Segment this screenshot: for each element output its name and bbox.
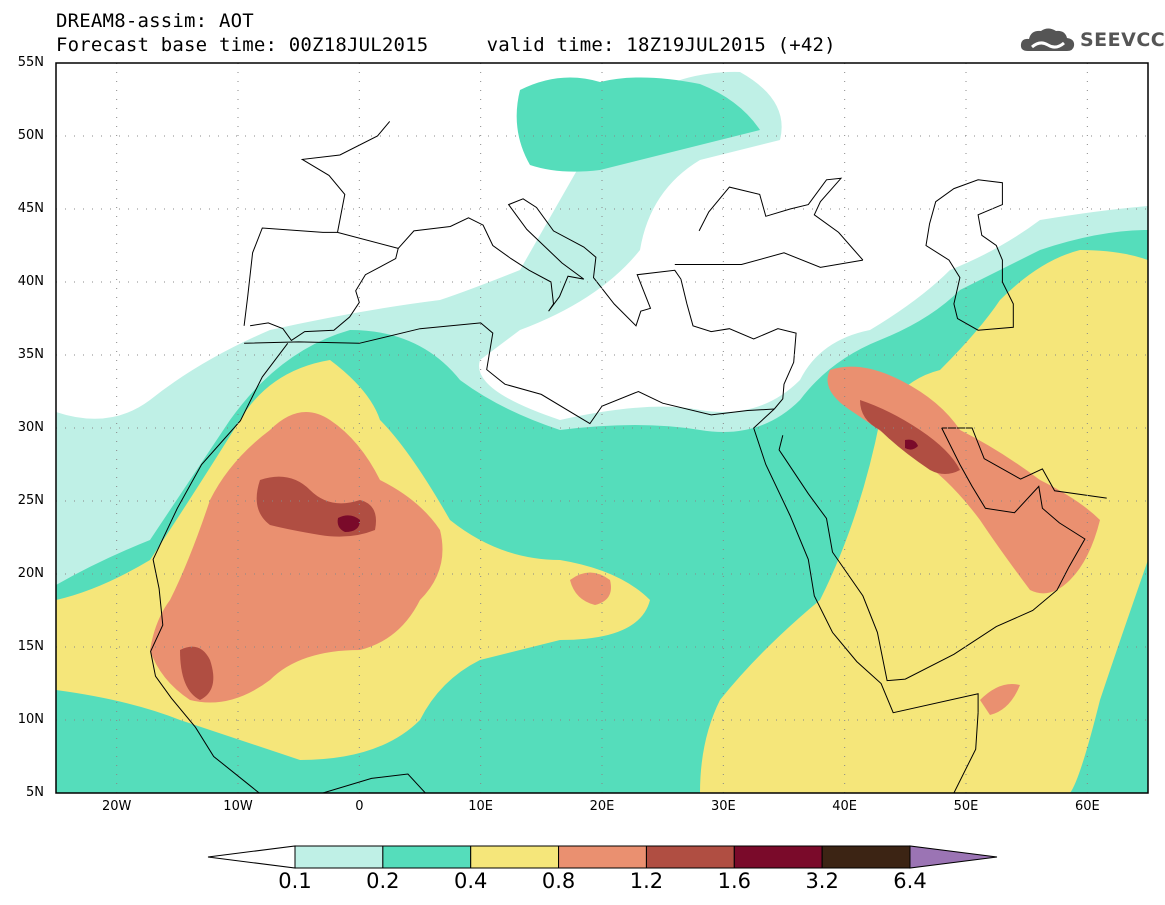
coastline [753,408,979,714]
colorbar-under-triangle [207,845,296,869]
coastline [925,179,1014,331]
seevccc-logo: SEEVCCC [1018,22,1165,58]
longitude-label: 30E [710,799,736,814]
colorbar-swatch [382,845,472,869]
longitude-label: 60E [1074,799,1100,814]
longitude-label: 20W [101,799,132,814]
longitude-label: 0 [355,799,364,814]
latitude-label: 20N [17,566,44,581]
latitude-label: 30N [17,420,44,435]
map-frame [55,62,1149,794]
latitude-label: 5N [26,785,44,800]
colorbar-level-label: 3.2 [805,869,839,893]
longitude-label: 20E [589,799,615,814]
map-title: DREAM8-assim: AOT [56,10,254,32]
colorbar-swatch [645,845,735,869]
longitude-label: 40E [832,799,858,814]
country-borders [150,121,1107,793]
coastline [941,427,1107,499]
coastline [778,427,1086,682]
latitude-label: 15N [17,639,44,654]
latitude-label: 45N [17,201,44,216]
colorbar-level-label: 0.2 [366,869,400,893]
logo-text: SEEVCCC [1080,29,1165,51]
latitude-label: 40N [17,274,44,289]
colorbar-level-label: 0.4 [454,869,488,893]
colorbar-swatch [294,845,384,869]
coastline [244,322,775,425]
coastline [243,227,399,342]
coastline [953,712,979,793]
colorbar-swatch [733,845,823,869]
coastline [397,198,682,327]
colorbar-swatch [821,845,911,869]
latitude-label: 25N [17,493,44,508]
coastline [300,121,391,233]
colorbar-level-label: 1.6 [717,869,751,893]
colorbar-level-label: 0.1 [278,869,312,893]
coastline [674,252,863,268]
longitude-label: 50E [953,799,979,814]
latitude-label: 10N [17,712,44,727]
longitude-label: 10W [223,799,253,814]
latitude-label: 50N [17,128,44,143]
coastline [680,278,797,410]
forecast-times: Forecast base time: 00Z18JUL2015 valid t… [56,34,836,56]
colorbar-level-label: 6.4 [893,869,927,893]
colorbar [207,845,998,869]
cloud-icon [1020,28,1075,51]
aot-band-1.6 [337,439,918,532]
latitude-label: 55N [17,55,44,70]
colorbar-over-triangle [909,845,998,869]
latitude-label: 35N [17,347,44,362]
graticule [56,63,1148,793]
colorbar-swatch [470,845,560,869]
coastline [698,177,864,261]
longitude-label: 10E [468,799,494,814]
coastline [150,342,427,793]
colorbar-swatch [558,845,647,869]
colorbar-level-label: 0.8 [541,869,576,893]
colorbar-level-label: 1.2 [629,869,664,893]
